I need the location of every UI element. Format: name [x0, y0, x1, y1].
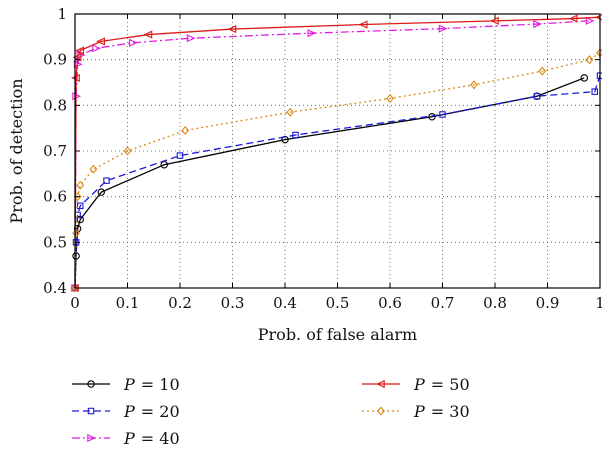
- x-axis-label: Prob. of false alarm: [258, 325, 417, 344]
- legend-marker: [87, 433, 97, 443]
- legend-entry: P = 10: [72, 375, 180, 394]
- series-line-p-20: [74, 75, 601, 289]
- legend-label: P = 20: [123, 402, 180, 421]
- data-point-marker: [186, 34, 196, 43]
- legend-marker: [87, 407, 95, 415]
- x-tick-label: 0.9: [536, 294, 560, 312]
- data-point-marker: [76, 180, 85, 190]
- data-point-marker: [470, 80, 478, 90]
- data-point-marker: [358, 20, 368, 29]
- data-point-marker: [89, 164, 98, 174]
- data-point-marker: [591, 88, 598, 95]
- data-point-marker: [227, 25, 237, 34]
- y-tick-label: 0.5: [43, 233, 67, 251]
- data-point-marker: [538, 66, 547, 76]
- y-tick-label: 0.4: [43, 279, 67, 297]
- data-point-marker: [181, 125, 190, 135]
- y-axis-label: Prob. of detection: [7, 78, 26, 223]
- series-line-p-50: [74, 16, 601, 289]
- data-point-marker: [71, 283, 79, 293]
- data-point-marker: [129, 38, 138, 47]
- data-point-marker: [92, 44, 102, 53]
- x-tick-label: 0: [70, 294, 80, 312]
- series-line-p-10: [74, 77, 585, 289]
- x-tick-label: 0.8: [483, 294, 507, 312]
- data-point-marker: [533, 19, 543, 29]
- legend-marker: [87, 380, 95, 388]
- data-point-marker: [585, 16, 595, 25]
- data-point-marker: [489, 16, 499, 25]
- data-point-marker: [568, 14, 578, 23]
- legend-marker: [377, 406, 385, 416]
- legend-entry: P = 30: [362, 402, 470, 421]
- data-point-marker: [580, 74, 588, 82]
- x-tick-label: 0.5: [326, 294, 350, 312]
- data-point-marker: [438, 24, 448, 33]
- legend: P = 10 P = 20 P = 40 P = 50 P = 30: [72, 375, 470, 448]
- series-p-50: [69, 13, 602, 293]
- x-tick-label: 0.2: [168, 294, 192, 312]
- legend-label: P = 50: [413, 375, 470, 394]
- data-point-marker: [143, 30, 153, 39]
- series-p-20: [71, 72, 602, 292]
- data-point-marker: [386, 93, 394, 104]
- data-point-marker: [307, 29, 317, 38]
- data-point-marker: [71, 73, 80, 82]
- data-point-marker: [77, 202, 84, 210]
- series-p-40: [71, 16, 595, 293]
- y-tick-label: 1: [57, 5, 67, 23]
- legend-entry: P = 50: [362, 375, 470, 394]
- data-point-marker: [75, 46, 84, 55]
- x-tick-label: 0.1: [116, 294, 140, 312]
- legend-label: P = 10: [123, 375, 180, 394]
- data-point-marker: [97, 188, 106, 196]
- data-point-marker: [439, 111, 446, 118]
- x-tick-label: 0.7: [431, 294, 455, 312]
- x-tick-label: 1: [595, 294, 602, 312]
- data-point-marker: [72, 53, 82, 62]
- data-point-marker: [176, 152, 184, 159]
- data-point-marker: [428, 113, 436, 121]
- y-tick-label: 0.9: [43, 51, 67, 69]
- series-lines: [69, 13, 602, 293]
- y-tick-label: 0.8: [43, 96, 67, 114]
- legend-entry: P = 40: [72, 429, 180, 448]
- axis-ticks: 0 0.1 0.2 0.3 0.4 0.5 0.6 0.7 0.8 0.9 1 0.4 0.5 0.6 0.…: [43, 5, 602, 312]
- x-tick-label: 0.6: [378, 294, 402, 312]
- legend-marker: [375, 379, 385, 389]
- legend-entry: P = 20: [72, 402, 180, 421]
- series-line-p-40: [74, 20, 590, 289]
- legend-label: P = 40: [123, 429, 180, 448]
- x-tick-label: 0.3: [221, 294, 245, 312]
- y-tick-label: 0.7: [43, 142, 67, 160]
- grid-lines: [75, 14, 600, 288]
- legend-label: P = 30: [413, 402, 470, 421]
- data-point-marker: [533, 92, 541, 100]
- x-tick-label: 0.4: [273, 294, 297, 312]
- data-point-marker: [585, 55, 594, 65]
- data-point-marker: [72, 228, 80, 238]
- data-point-marker: [286, 107, 295, 117]
- data-point-marker: [292, 131, 299, 139]
- y-tick-label: 0.6: [43, 188, 67, 206]
- data-point-marker: [96, 37, 105, 46]
- data-point-marker: [123, 146, 132, 156]
- data-point-marker: [103, 177, 110, 184]
